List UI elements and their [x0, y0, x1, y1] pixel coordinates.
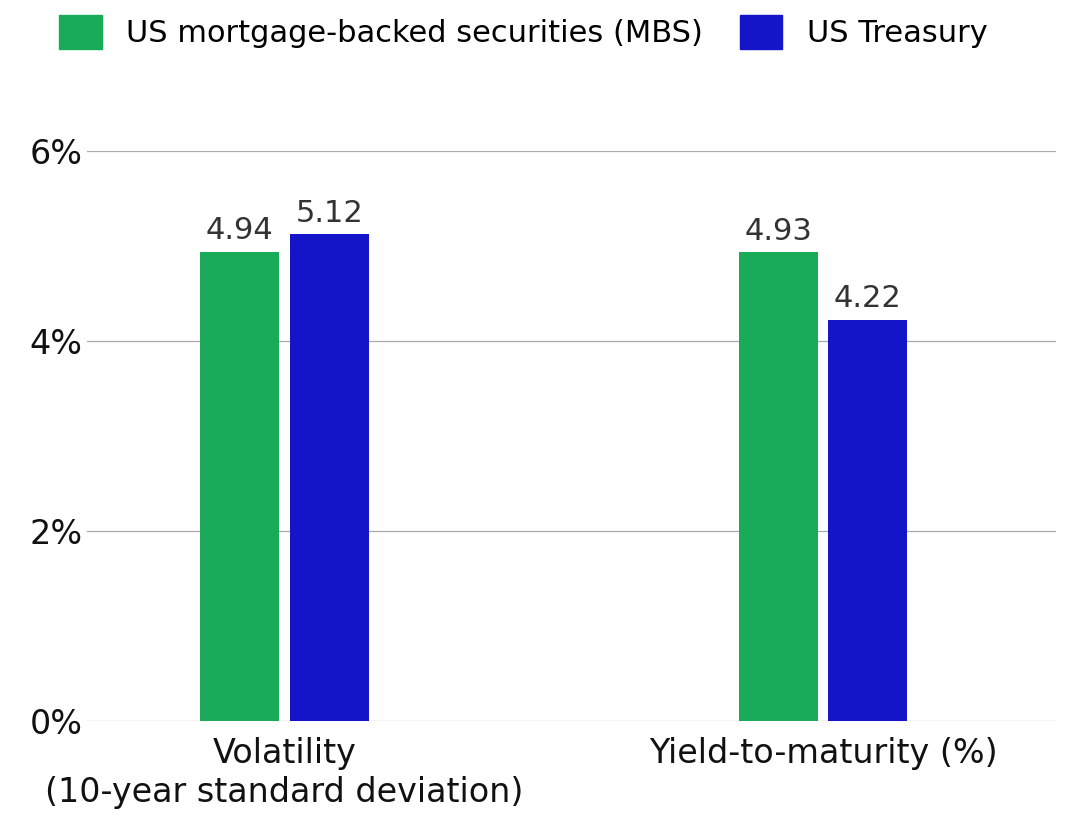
Legend: US mortgage-backed securities (MBS), US Treasury: US mortgage-backed securities (MBS), US … [59, 15, 988, 49]
Text: 4.22: 4.22 [834, 284, 902, 313]
Bar [829, 320, 907, 721]
Bar [290, 235, 369, 721]
Text: 5.12: 5.12 [295, 199, 364, 228]
Bar [738, 252, 818, 721]
Text: 4.94: 4.94 [206, 216, 273, 245]
Text: 4.93: 4.93 [744, 217, 812, 246]
Bar [200, 251, 279, 721]
